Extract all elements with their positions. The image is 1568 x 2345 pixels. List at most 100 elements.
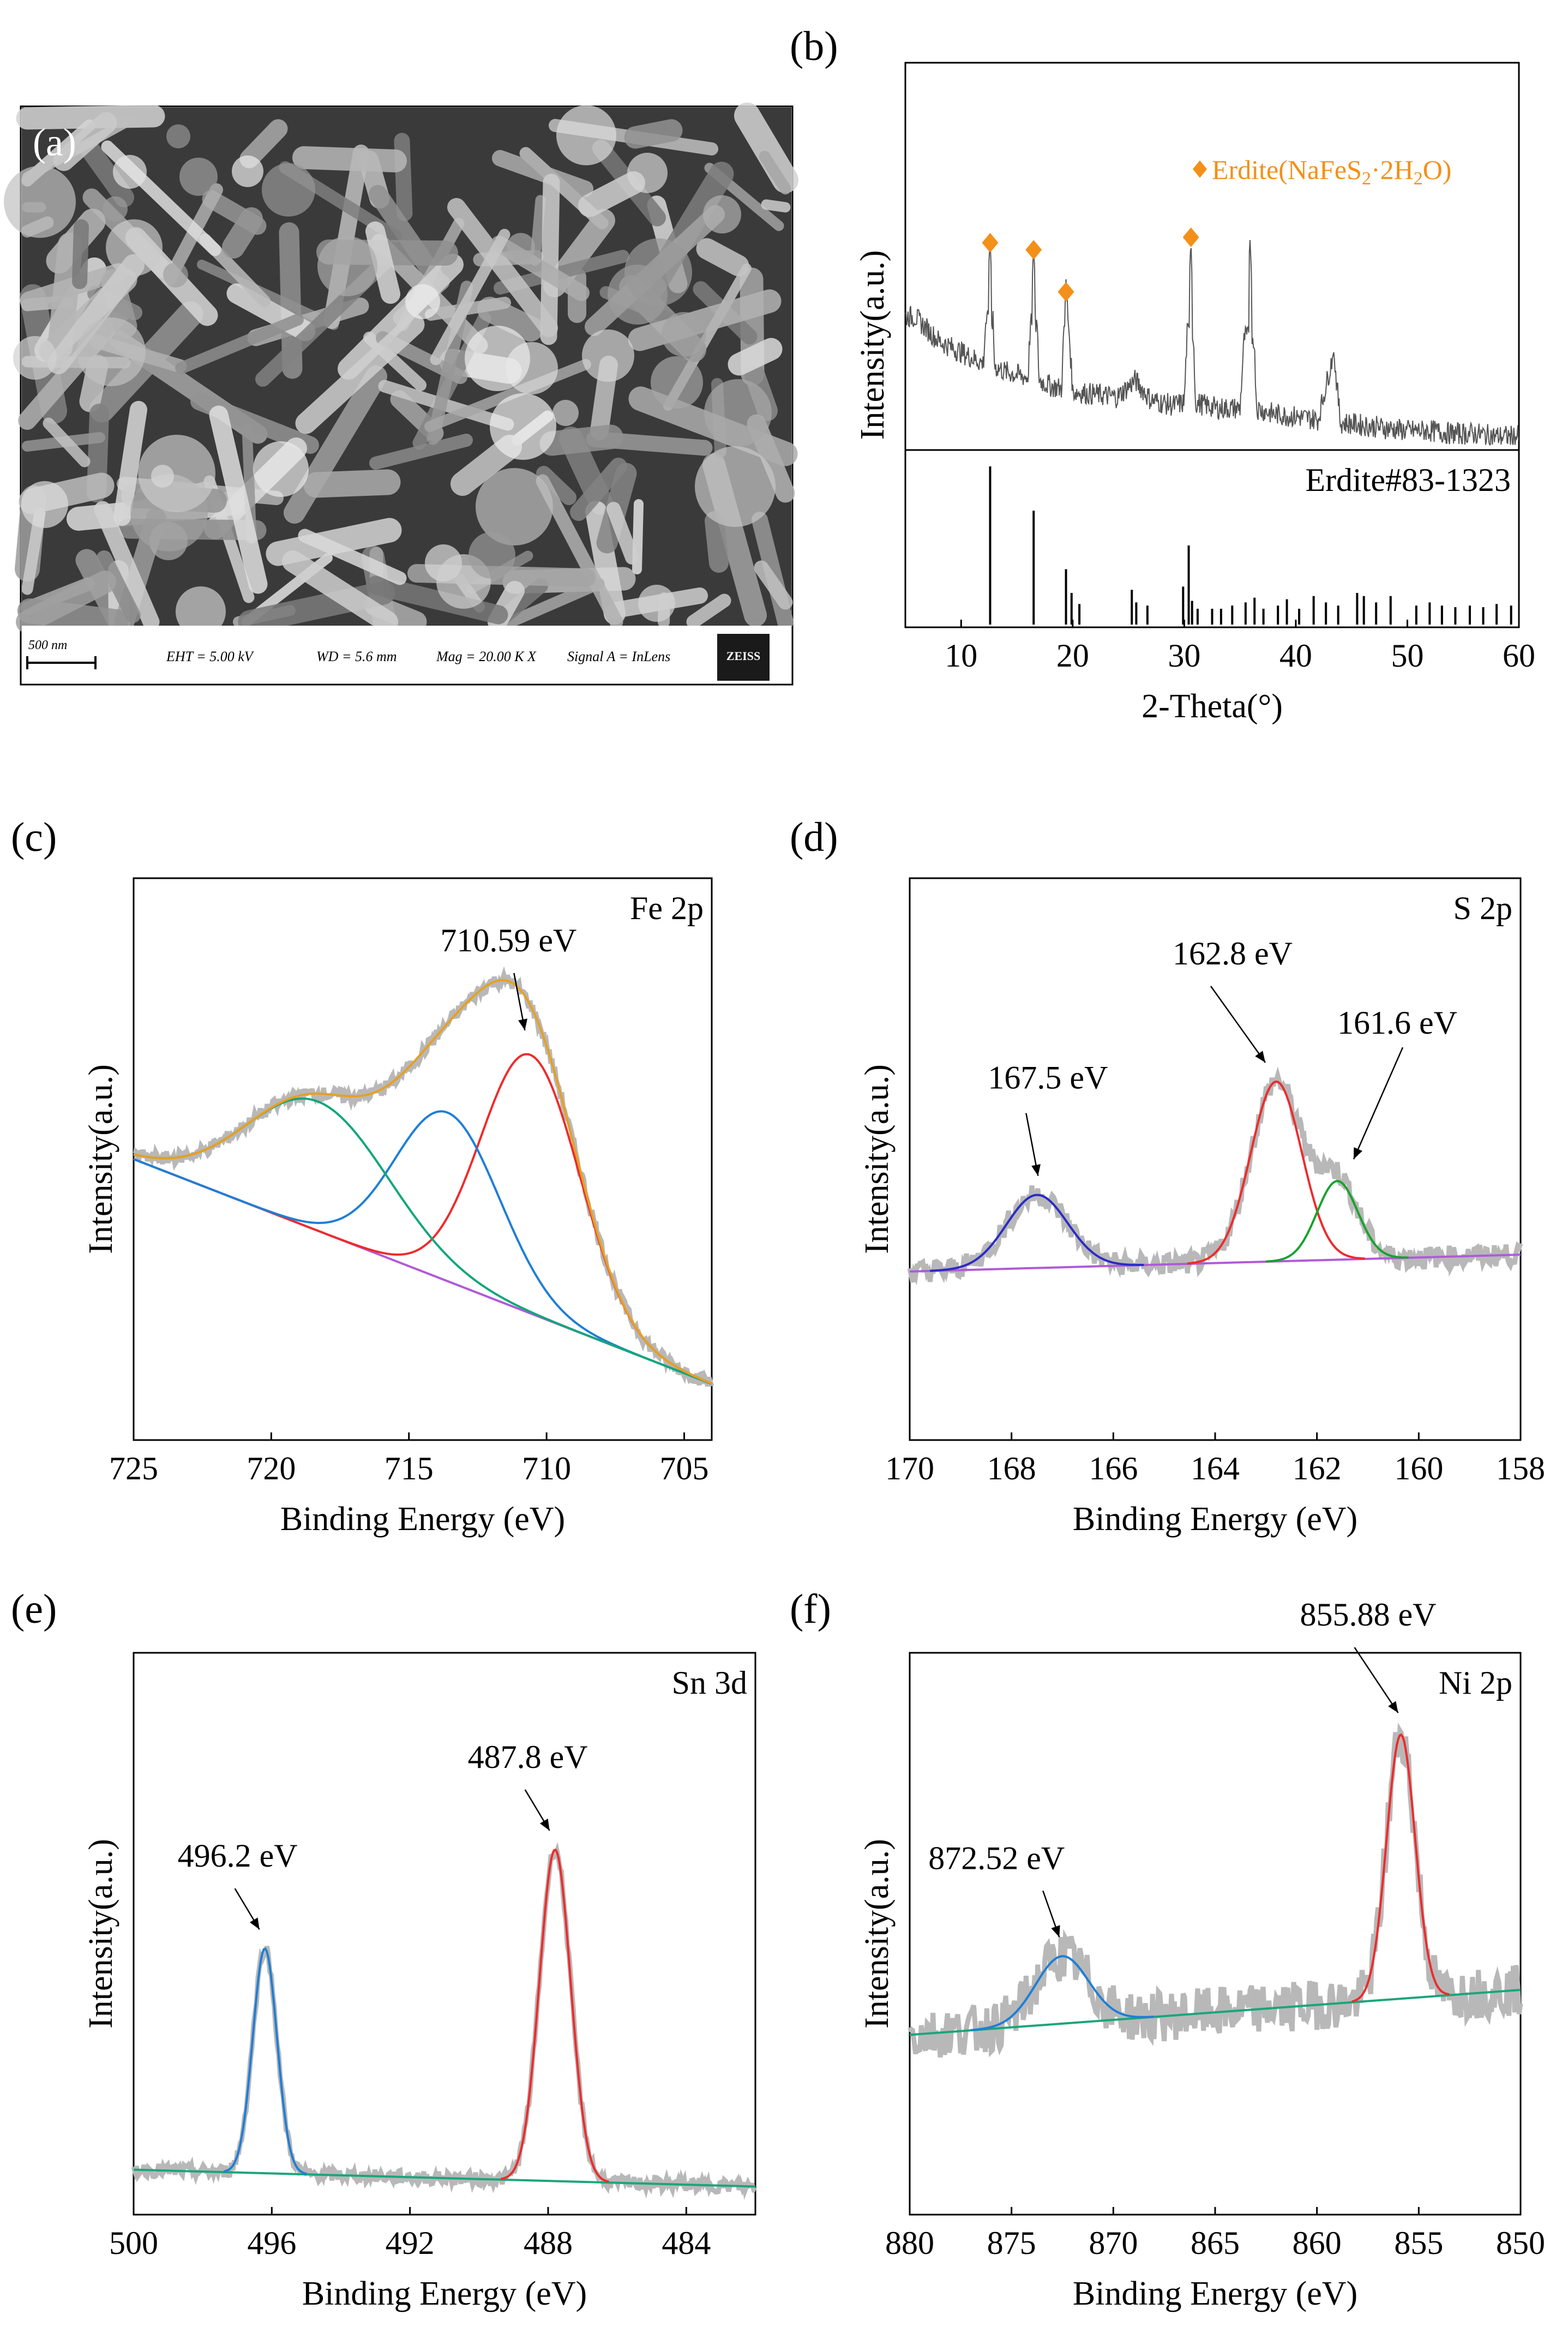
sem-cluster [262, 163, 315, 217]
sem-rod [606, 502, 639, 565]
sem-cluster [556, 105, 616, 165]
sem-cluster [552, 400, 579, 426]
xps-e-y-axis-label: Intensity(a.u.) [82, 1839, 119, 2029]
xps-e-x-axis-label: Binding Energy (eV) [302, 2275, 587, 2312]
xps-e-raw-data [131, 1842, 756, 2200]
sem-rod [540, 173, 560, 345]
xrd-peak-marker [1182, 227, 1199, 247]
sem-rod [369, 434, 473, 470]
xps-e-plot-frame [133, 1652, 756, 2216]
xps-d-peak-annotation: 167.5 eV [988, 1060, 1108, 1096]
xrd-x-tick-label: 10 [945, 638, 977, 674]
sem-cluster [232, 155, 263, 187]
xps-d-y-axis-label: Intensity(a.u.) [858, 1064, 896, 1254]
xrd-reference-label: Erdite#83-1323 [1305, 462, 1511, 498]
sem-rod [536, 474, 623, 629]
xps-c-x-tick-label: 715 [385, 1450, 434, 1486]
xrd-peak-marker [1058, 282, 1074, 302]
sem-cluster [13, 336, 57, 380]
sem-rod [72, 219, 89, 289]
xps-c-x-tick-label: 710 [522, 1450, 571, 1486]
sem-rod [16, 105, 165, 130]
xps-f-y-axis-label: Intensity(a.u.) [858, 1839, 896, 2029]
xrd-measured-line [905, 239, 1519, 446]
xps-e-x-tick-label: 488 [524, 2225, 573, 2261]
xps-c-plot-frame [133, 877, 713, 1441]
xps-d-peak-fit [1266, 1180, 1409, 1263]
xrd-x-tick-label: 20 [1056, 638, 1089, 674]
sem-rod [578, 171, 645, 217]
sem-cluster [103, 196, 128, 221]
sem-cluster [113, 155, 147, 189]
sem-cluster [405, 284, 440, 319]
xps-f-x-tick-label: 880 [885, 2225, 934, 2261]
sem-rod [705, 511, 729, 573]
sem-cluster [106, 219, 163, 276]
xrd-plot-frame [904, 62, 1520, 628]
sem-rod [80, 140, 134, 207]
sem-rod [447, 198, 558, 337]
sem-cluster [627, 153, 668, 193]
xps-d-annotation-arrow [1353, 1047, 1404, 1160]
sem-info-bar [22, 626, 791, 683]
xps-c-x-tick-label: 725 [109, 1450, 158, 1486]
xps-c-y-axis-label: Intensity(a.u.) [82, 1064, 119, 1254]
sem-cluster [490, 393, 556, 460]
sem-rod [20, 263, 128, 310]
sem-cluster [151, 465, 174, 488]
xps-d-x-tick-label: 166 [1089, 1450, 1138, 1486]
zeiss-logo-text: ZEISS [726, 649, 760, 663]
sem-cluster [704, 379, 772, 447]
sem-cluster [468, 532, 515, 579]
sem-rod [424, 359, 591, 432]
sem-rod [492, 150, 593, 197]
xps-d-arrow-head [1031, 1164, 1041, 1176]
sem-rod [113, 401, 147, 526]
panel-a-label: (a) [33, 121, 76, 164]
sem-rod [450, 435, 522, 496]
sem-rod [539, 424, 623, 456]
xps-d-arrow-head [1255, 1051, 1265, 1063]
sem-info-wd: WD = 5.6 mm [316, 649, 397, 664]
xps-f-peak-fit [970, 1955, 1155, 2031]
xps-e-peak-fit [500, 1848, 609, 2183]
xps-f-peak-annotation: 872.52 eV [928, 1840, 1065, 1876]
sem-rod [175, 314, 304, 374]
xrd-x-tick-label: 60 [1503, 638, 1535, 674]
scale-bar-label: 500 nm [28, 638, 67, 652]
sem-rod [696, 238, 749, 277]
xps-d-x-axis-label: Binding Energy (eV) [1073, 1501, 1357, 1538]
panel-e-label: (e) [11, 1586, 57, 1632]
sem-rod [53, 112, 117, 171]
sem-rod [686, 593, 731, 629]
xps-d-peak-fit [930, 1194, 1144, 1272]
sem-info-eht: EHT = 5.00 kV [166, 649, 255, 664]
xps-f-x-tick-label: 875 [987, 2225, 1036, 2261]
panel-f: (f) 880 875 870 865 860 855 850 Binding Energy (… [790, 1586, 1545, 2312]
xps-f-x-tick-label: 855 [1394, 2225, 1443, 2261]
sem-cluster [624, 238, 692, 306]
xps-d-peak-annotation: 161.6 eV [1337, 1005, 1457, 1041]
sem-info-signal: Signal A = InLens [567, 649, 670, 664]
sem-cluster [465, 326, 530, 391]
xps-f-plot-frame [909, 1652, 1522, 2216]
xps-e-peak-annotation: 496.2 eV [178, 1838, 298, 1874]
xps-c-x-tick-label: 705 [660, 1450, 709, 1486]
sem-rod [94, 501, 160, 631]
xrd-legend-text: Erdite(NaFeS2·2H2O) [1212, 154, 1451, 189]
sem-cluster [476, 468, 553, 545]
panel-a: (a) 500 nm EHT = 5.00 kV WD = 5.6 mm Mag… [4, 103, 798, 686]
sem-cluster [163, 262, 188, 287]
sem-cluster [317, 236, 377, 296]
sem-rod [47, 254, 145, 374]
xps-e-x-tick-label: 492 [386, 2225, 435, 2261]
xps-e-peak-fit [224, 1947, 308, 2175]
sem-cluster [253, 441, 309, 497]
sem-rod [43, 417, 91, 467]
xps-f-element-label: Ni 2p [1439, 1665, 1512, 1701]
xps-f-x-tick-label: 850 [1496, 2225, 1545, 2261]
xps-d-element-label: S 2p [1453, 890, 1512, 926]
sem-rod [295, 314, 425, 434]
xps-d-x-tick-label: 168 [987, 1450, 1036, 1486]
